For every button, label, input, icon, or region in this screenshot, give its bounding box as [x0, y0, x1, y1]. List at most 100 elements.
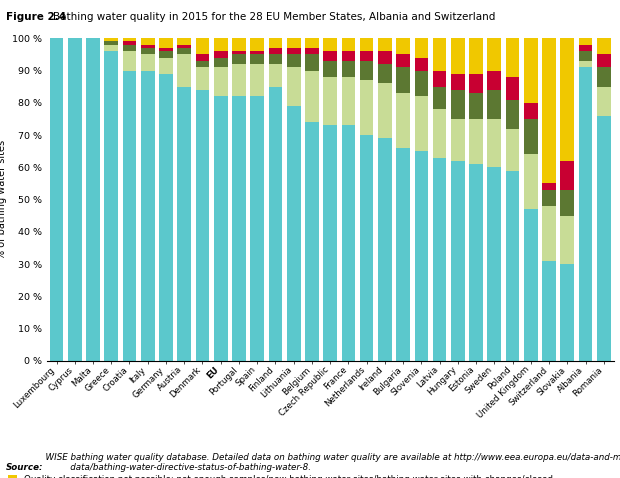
Bar	[597, 38, 611, 54]
Y-axis label: % of bathing water sites: % of bathing water sites	[0, 140, 7, 259]
Bar	[232, 38, 246, 51]
Bar	[433, 158, 446, 361]
Bar	[268, 48, 282, 54]
Bar	[323, 125, 337, 361]
Text: Figure 2.4: Figure 2.4	[6, 12, 66, 22]
Bar	[360, 80, 373, 135]
Bar	[250, 38, 264, 51]
Bar	[214, 58, 228, 67]
Bar	[68, 38, 82, 361]
Bar	[487, 90, 501, 119]
Bar	[542, 261, 556, 361]
Text: Bathing water quality in 2015 for the 28 EU Member States, Albania and Switzerla: Bathing water quality in 2015 for the 28…	[53, 12, 495, 22]
Bar	[123, 51, 136, 71]
Bar	[287, 106, 301, 361]
Bar	[177, 38, 191, 45]
Bar	[524, 103, 538, 119]
Bar	[232, 54, 246, 64]
Bar	[232, 64, 246, 97]
Bar	[578, 67, 592, 361]
Bar	[159, 58, 173, 74]
Bar	[268, 38, 282, 48]
Bar	[214, 38, 228, 51]
Bar	[542, 184, 556, 190]
Bar	[560, 190, 574, 216]
Bar	[177, 54, 191, 87]
Bar	[287, 48, 301, 54]
Bar	[378, 38, 392, 51]
Bar	[86, 38, 100, 361]
Bar	[104, 42, 118, 45]
Bar	[305, 54, 319, 71]
Bar	[305, 122, 319, 361]
Bar	[506, 171, 520, 361]
Bar	[451, 90, 464, 119]
Bar	[469, 38, 483, 74]
Bar	[141, 48, 154, 54]
Bar	[560, 161, 574, 190]
Bar	[104, 51, 118, 361]
Legend: Quality classification not possible: not enough samples/new bathing water sites/: Quality classification not possible: not…	[8, 475, 553, 478]
Bar	[360, 51, 373, 61]
Bar	[597, 67, 611, 87]
Bar	[250, 51, 264, 54]
Bar	[451, 119, 464, 161]
Bar	[524, 119, 538, 154]
Bar	[305, 71, 319, 122]
Bar	[433, 109, 446, 158]
Bar	[196, 61, 210, 67]
Bar	[159, 51, 173, 58]
Bar	[177, 48, 191, 54]
Bar	[123, 38, 136, 42]
Bar	[524, 154, 538, 209]
Bar	[378, 64, 392, 84]
Bar	[487, 167, 501, 361]
Text: WISE bathing water quality database. Detailed data on bathing water quality are : WISE bathing water quality database. Det…	[40, 453, 620, 472]
Bar	[396, 148, 410, 361]
Bar	[342, 51, 355, 61]
Bar	[469, 164, 483, 361]
Bar	[342, 125, 355, 361]
Bar	[451, 38, 464, 74]
Bar	[268, 87, 282, 361]
Bar	[305, 48, 319, 54]
Bar	[177, 45, 191, 48]
Bar	[214, 67, 228, 97]
Bar	[360, 135, 373, 361]
Bar	[214, 97, 228, 361]
Bar	[396, 93, 410, 148]
Bar	[323, 77, 337, 125]
Bar	[104, 45, 118, 51]
Bar	[196, 67, 210, 90]
Bar	[141, 45, 154, 48]
Bar	[323, 38, 337, 51]
Bar	[506, 77, 520, 99]
Bar	[378, 51, 392, 64]
Bar	[506, 38, 520, 77]
Bar	[415, 97, 428, 151]
Bar	[305, 38, 319, 48]
Bar	[159, 48, 173, 51]
Bar	[415, 71, 428, 97]
Bar	[506, 129, 520, 171]
Bar	[141, 71, 154, 361]
Bar	[451, 74, 464, 90]
Bar	[560, 264, 574, 361]
Bar	[287, 54, 301, 67]
Bar	[287, 67, 301, 106]
Bar	[578, 51, 592, 61]
Bar	[433, 71, 446, 87]
Bar	[360, 38, 373, 51]
Bar	[159, 38, 173, 48]
Bar	[250, 64, 264, 97]
Bar	[597, 54, 611, 67]
Bar	[506, 99, 520, 129]
Bar	[177, 87, 191, 361]
Bar	[342, 61, 355, 77]
Bar	[433, 87, 446, 109]
Bar	[250, 54, 264, 64]
Bar	[415, 38, 428, 58]
Bar	[214, 51, 228, 58]
Bar	[542, 206, 556, 261]
Bar	[469, 119, 483, 164]
